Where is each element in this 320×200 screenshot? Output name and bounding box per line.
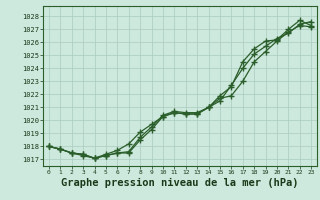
- X-axis label: Graphe pression niveau de la mer (hPa): Graphe pression niveau de la mer (hPa): [61, 178, 299, 188]
